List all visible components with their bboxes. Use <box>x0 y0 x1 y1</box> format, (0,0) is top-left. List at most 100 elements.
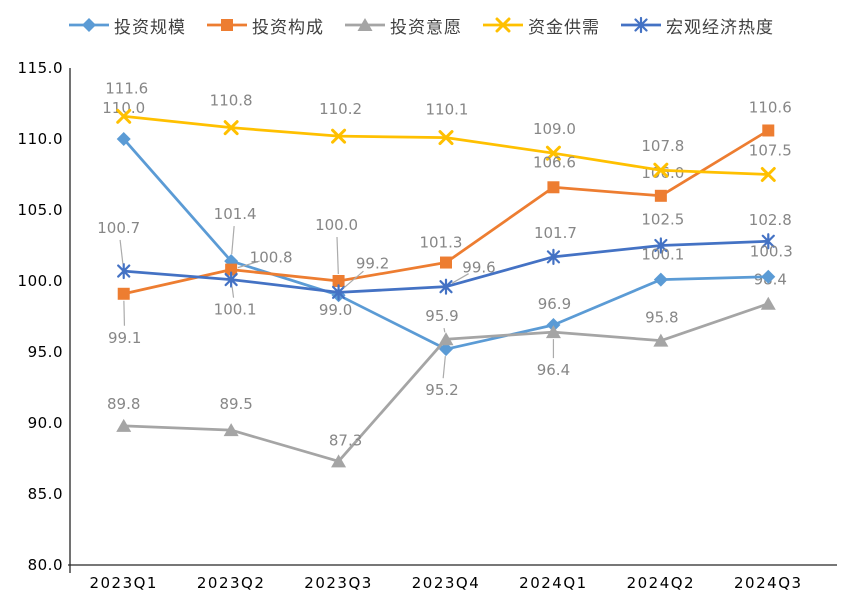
series-star <box>117 233 775 301</box>
data-label: 99.6 <box>462 259 495 277</box>
star-marker-icon <box>331 284 346 301</box>
diamond-marker-icon <box>546 318 561 333</box>
data-label: 89.8 <box>107 395 140 413</box>
y-tick-label: 90.0 <box>28 414 63 432</box>
square-marker-icon <box>117 287 130 300</box>
data-label: 110.6 <box>749 98 792 116</box>
x-tick-label: 2024Q2 <box>627 574 696 592</box>
square-marker-icon <box>225 263 238 276</box>
star-marker-icon <box>224 271 238 288</box>
x-tick-label: 2024Q1 <box>519 574 588 592</box>
y-tick-label: 100.0 <box>18 272 63 290</box>
data-label: 95.2 <box>425 381 458 399</box>
label-leader-line <box>442 356 446 379</box>
y-tick-label: 85.0 <box>28 485 63 503</box>
data-label: 100.7 <box>97 219 140 237</box>
label-leader-line <box>343 270 364 289</box>
data-label: 95.8 <box>645 309 678 327</box>
data-label: 100.8 <box>250 249 293 267</box>
data-label: 102.5 <box>641 211 684 229</box>
y-tick-label: 110.0 <box>18 130 63 148</box>
label-leader-line <box>231 286 235 298</box>
x-tick-label: 2023Q2 <box>197 574 266 592</box>
data-label: 111.6 <box>105 79 148 97</box>
y-tick-label: 105.0 <box>18 201 63 219</box>
star-marker-icon <box>761 233 775 250</box>
data-label: 110.2 <box>319 100 362 118</box>
triangle-marker-icon <box>653 333 669 347</box>
x-tick-label: 2023Q4 <box>412 574 481 592</box>
data-label: 107.8 <box>641 137 684 155</box>
label-leader-line <box>123 300 126 326</box>
series-layer <box>116 108 776 468</box>
label-leader-line <box>443 327 446 333</box>
triangle-marker-icon <box>223 423 239 437</box>
y-tick-label: 80.0 <box>28 556 63 574</box>
data-label: 102.8 <box>749 211 792 229</box>
square-marker-icon <box>547 181 560 194</box>
data-label: 110.1 <box>426 101 469 119</box>
diamond-marker-icon <box>116 132 131 146</box>
data-label: 96.9 <box>538 295 571 313</box>
data-label: 100.1 <box>641 246 684 264</box>
data-label: 101.3 <box>420 234 463 252</box>
data-label: 95.9 <box>425 307 458 325</box>
data-label: 100.0 <box>315 216 358 234</box>
data-label: 87.3 <box>329 431 362 449</box>
x-tick-label: 2023Q3 <box>304 574 373 592</box>
y-tick-label: 115.0 <box>18 59 63 77</box>
data-label: 96.4 <box>537 361 570 379</box>
x-marker-icon <box>116 108 132 124</box>
series-x <box>116 108 776 182</box>
data-label: 109.0 <box>533 120 576 138</box>
star-marker-icon <box>654 237 668 254</box>
data-label: 99.1 <box>108 329 141 347</box>
x-tick-label: 2023Q1 <box>89 574 158 592</box>
star-marker-icon <box>117 262 131 280</box>
series-square <box>117 124 775 300</box>
series-triangle <box>116 296 776 468</box>
square-marker-icon <box>332 275 345 287</box>
star-marker-icon <box>439 278 453 295</box>
square-marker-icon <box>762 124 775 137</box>
axes <box>68 68 837 573</box>
triangle-marker-icon <box>760 296 776 310</box>
data-label: 99.2 <box>356 254 389 272</box>
square-marker-icon <box>654 189 667 202</box>
x-marker-icon <box>653 162 669 178</box>
data-label: 110.8 <box>210 92 253 110</box>
y-tick-label: 95.0 <box>28 343 63 361</box>
label-leader-line <box>231 226 235 255</box>
x-marker-icon <box>545 145 561 161</box>
data-labels: 101.4 99.0 95.2 96.9 100.1 100.3 99.1 100.8 100.… <box>97 79 793 449</box>
square-marker-icon <box>440 256 452 269</box>
data-label: 110.0 <box>102 99 145 117</box>
data-label: 107.5 <box>749 142 792 160</box>
data-label: 106.6 <box>533 153 576 171</box>
y-axis-tick-labels: 115.0 110.0 105.0 100.0 95.0 90.0 85.0 80.0 <box>18 59 63 574</box>
triangle-marker-icon <box>331 454 347 468</box>
x-tick-label: 2024Q3 <box>734 574 803 592</box>
data-label: 89.5 <box>219 395 252 413</box>
x-axis-category-labels: 2023Q1 2023Q2 2023Q3 2023Q4 2024Q1 2024Q2 2024… <box>89 574 803 592</box>
diamond-marker-icon <box>761 269 776 284</box>
x-marker-icon <box>331 128 347 144</box>
diamond-marker-icon <box>439 342 453 357</box>
x-marker-icon <box>760 167 776 182</box>
triangle-marker-icon <box>438 332 454 346</box>
x-marker-icon <box>223 120 239 136</box>
label-leader-lines <box>119 226 555 379</box>
label-leader-line <box>119 239 124 265</box>
diamond-marker-icon <box>653 272 668 287</box>
triangle-marker-icon <box>545 325 561 339</box>
triangle-marker-icon <box>116 418 132 432</box>
star-marker-icon <box>546 248 561 265</box>
data-label: 100.1 <box>214 301 257 319</box>
label-leader-line <box>237 260 260 269</box>
data-label: 100.3 <box>750 243 793 261</box>
label-leader-line <box>336 236 339 275</box>
x-marker-icon <box>438 130 454 146</box>
label-leader-line <box>451 273 469 284</box>
